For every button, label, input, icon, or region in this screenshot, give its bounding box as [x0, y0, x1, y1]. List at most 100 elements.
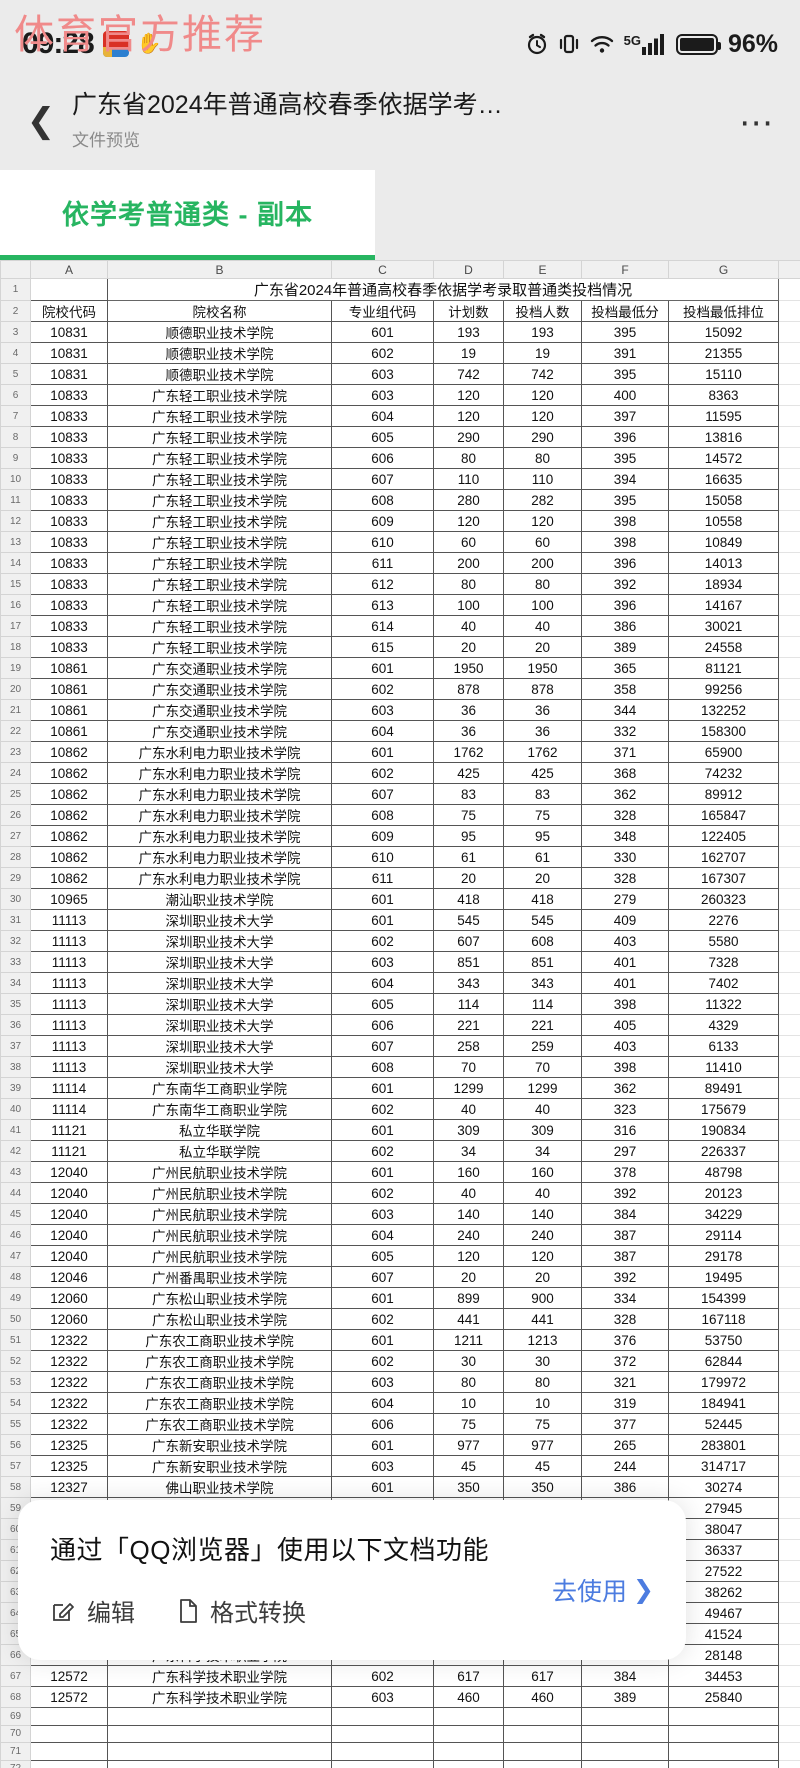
- cell-f[interactable]: 319: [581, 1392, 669, 1414]
- cell-a[interactable]: 10833: [30, 552, 108, 574]
- cell-g[interactable]: 16635: [668, 468, 779, 490]
- cell-f[interactable]: 365: [581, 657, 669, 679]
- cell-f[interactable]: 405: [581, 1014, 669, 1036]
- table-row[interactable]: 28 10862 广东水利电力职业技术学院 610 61 61 330 162707: [0, 846, 800, 868]
- cell-b[interactable]: 广东农工商职业技术学院: [107, 1371, 332, 1393]
- promo-action-convert[interactable]: 格式转换: [177, 1593, 306, 1628]
- column-header-f[interactable]: F: [581, 260, 669, 279]
- cell-g[interactable]: 28148: [668, 1644, 779, 1666]
- row-header[interactable]: 70: [0, 1724, 31, 1743]
- cell-e[interactable]: 60: [503, 531, 582, 553]
- cell-f[interactable]: 387: [581, 1224, 669, 1246]
- cell-e[interactable]: 742: [503, 363, 582, 385]
- cell-e[interactable]: 290: [503, 426, 582, 448]
- cell-c[interactable]: 604: [331, 972, 434, 994]
- cell-a[interactable]: 12322: [30, 1329, 108, 1351]
- cell-empty[interactable]: [668, 1742, 779, 1761]
- cell-a[interactable]: 10833: [30, 510, 108, 532]
- cell-g[interactable]: 65900: [668, 741, 779, 763]
- cell-a[interactable]: 10831: [30, 342, 108, 364]
- table-header-cell[interactable]: 投档最低排位: [668, 300, 779, 322]
- cell-c[interactable]: 602: [331, 1182, 434, 1204]
- cell-d[interactable]: 878: [433, 678, 504, 700]
- row-header[interactable]: 7: [0, 405, 31, 427]
- cell-a[interactable]: 11114: [30, 1098, 108, 1120]
- cell-d[interactable]: 36: [433, 699, 504, 721]
- cell-a[interactable]: 12040: [30, 1245, 108, 1267]
- table-row[interactable]: 56 12325 广东新安职业技术学院 601 977 977 265 283801: [0, 1434, 800, 1456]
- cell-c[interactable]: 615: [331, 636, 434, 658]
- cell-g[interactable]: 89912: [668, 783, 779, 805]
- table-row[interactable]: 30 10965 潮汕职业技术学院 601 418 418 279 260323: [0, 888, 800, 910]
- cell-g[interactable]: 10558: [668, 510, 779, 532]
- table-row[interactable]: 49 12060 广东松山职业技术学院 601 899 900 334 154399: [0, 1287, 800, 1309]
- table-row[interactable]: 9 10833 广东轻工职业技术学院 606 80 80 395 14572: [0, 447, 800, 469]
- back-button[interactable]: ❮: [26, 102, 56, 140]
- row-header[interactable]: 28: [0, 846, 31, 868]
- cell-e[interactable]: 40: [503, 615, 582, 637]
- cell-c[interactable]: 603: [331, 1686, 434, 1708]
- row-header[interactable]: 1: [0, 278, 31, 301]
- row-header[interactable]: 68: [0, 1686, 31, 1708]
- cell-c[interactable]: 602: [331, 1140, 434, 1162]
- cell-b[interactable]: 广东轻工职业技术学院: [107, 468, 332, 490]
- row-header[interactable]: 48: [0, 1266, 31, 1288]
- table-header-cell[interactable]: 专业组代码: [331, 300, 434, 322]
- cell-c[interactable]: 602: [331, 678, 434, 700]
- cell-a[interactable]: 10833: [30, 594, 108, 616]
- cell-f[interactable]: 396: [581, 552, 669, 574]
- cell-e[interactable]: 80: [503, 573, 582, 595]
- cell-g[interactable]: 184941: [668, 1392, 779, 1414]
- cell-f[interactable]: 330: [581, 846, 669, 868]
- cell-g[interactable]: 99256: [668, 678, 779, 700]
- cell-e[interactable]: 110: [503, 468, 582, 490]
- cell-g[interactable]: 74232: [668, 762, 779, 784]
- cell-d[interactable]: 80: [433, 573, 504, 595]
- cell-b[interactable]: 广东南华工商职业学院: [107, 1077, 332, 1099]
- cell-b[interactable]: 广东科学技术职业学院: [107, 1665, 332, 1687]
- table-row[interactable]: 42 11121 私立华联学院 602 34 34 297 226337: [0, 1140, 800, 1162]
- cell-b[interactable]: 广东轻工职业技术学院: [107, 426, 332, 448]
- cell-d[interactable]: 460: [433, 1686, 504, 1708]
- cell-f[interactable]: 394: [581, 468, 669, 490]
- cell-c[interactable]: 601: [331, 321, 434, 343]
- cell-c[interactable]: 603: [331, 699, 434, 721]
- row-header[interactable]: 71: [0, 1742, 31, 1761]
- cell-g[interactable]: 8363: [668, 384, 779, 406]
- table-row[interactable]: 5 10831 顺德职业技术学院 603 742 742 395 15110: [0, 363, 800, 385]
- cell-empty[interactable]: [331, 1742, 434, 1761]
- cell-d[interactable]: 70: [433, 1056, 504, 1078]
- cell-f[interactable]: 362: [581, 783, 669, 805]
- more-dots-icon[interactable]: ⋯: [739, 104, 775, 142]
- cell-b[interactable]: 顺德职业技术学院: [107, 342, 332, 364]
- cell-f[interactable]: 395: [581, 447, 669, 469]
- cell-f[interactable]: 392: [581, 573, 669, 595]
- cell-c[interactable]: 602: [331, 1665, 434, 1687]
- cell-e[interactable]: 120: [503, 1245, 582, 1267]
- cell-g[interactable]: 19495: [668, 1266, 779, 1288]
- cell-f[interactable]: 376: [581, 1329, 669, 1351]
- cell-a[interactable]: 12040: [30, 1182, 108, 1204]
- cell-a[interactable]: 12040: [30, 1224, 108, 1246]
- cell-g[interactable]: 38262: [668, 1581, 779, 1603]
- cell-g[interactable]: 165847: [668, 804, 779, 826]
- cell-b[interactable]: 深圳职业技术大学: [107, 1035, 332, 1057]
- cell-e[interactable]: 851: [503, 951, 582, 973]
- cell-d[interactable]: 1950: [433, 657, 504, 679]
- cell-empty[interactable]: [331, 1724, 434, 1743]
- cell-d[interactable]: 83: [433, 783, 504, 805]
- table-row[interactable]: 43 12040 广州民航职业技术学院 601 160 160 378 48798: [0, 1161, 800, 1183]
- table-row[interactable]: 50 12060 广东松山职业技术学院 602 441 441 328 167118: [0, 1308, 800, 1330]
- cell-g[interactable]: 29114: [668, 1224, 779, 1246]
- table-row[interactable]: 25 10862 广东水利电力职业技术学院 607 83 83 362 89912: [0, 783, 800, 805]
- cell-e[interactable]: 120: [503, 510, 582, 532]
- cell-d[interactable]: 350: [433, 1476, 504, 1498]
- table-row[interactable]: 35 11113 深圳职业技术大学 605 114 114 398 11322: [0, 993, 800, 1015]
- row-header[interactable]: 41: [0, 1119, 31, 1141]
- cell-d[interactable]: 617: [433, 1665, 504, 1687]
- cell-a[interactable]: 11114: [30, 1077, 108, 1099]
- cell-e[interactable]: 282: [503, 489, 582, 511]
- row-header[interactable]: 37: [0, 1035, 31, 1057]
- cell-e[interactable]: 36: [503, 720, 582, 742]
- cell-d[interactable]: 418: [433, 888, 504, 910]
